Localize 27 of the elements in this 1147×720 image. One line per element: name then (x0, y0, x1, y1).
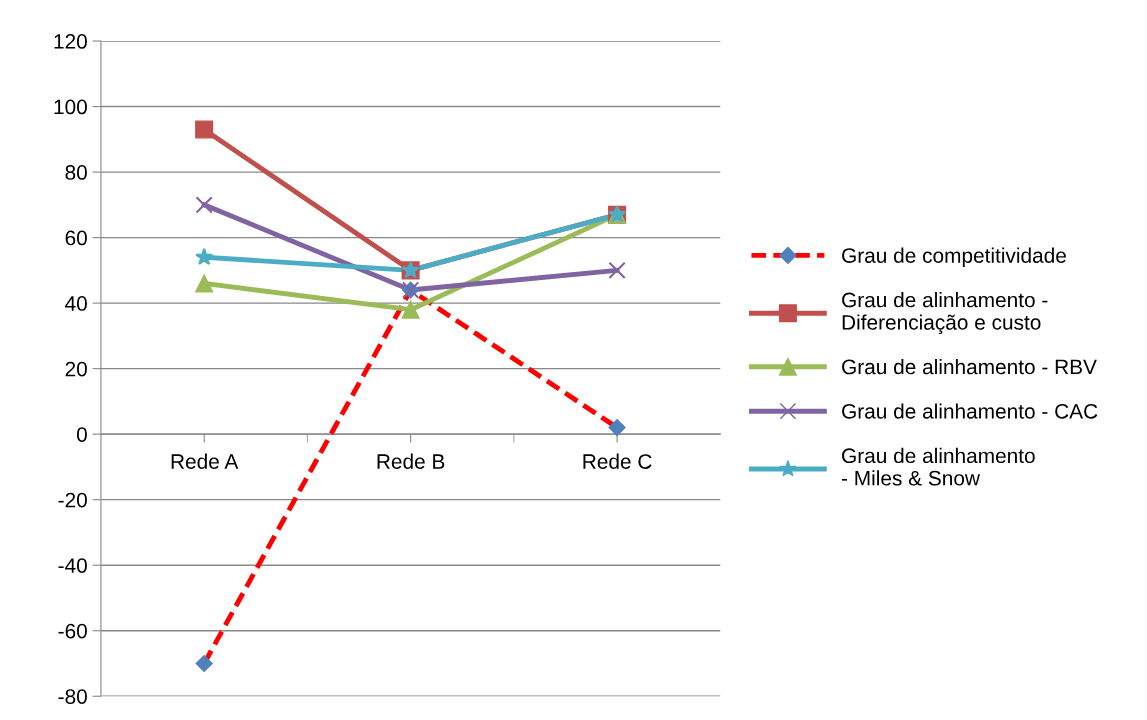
y-tick-label: -60 (58, 623, 87, 639)
point (401, 300, 420, 319)
point (195, 196, 213, 214)
y-tick-label: 0 (76, 427, 87, 442)
x-tick-label: Rede C (583, 453, 652, 469)
legend-label: Grau de competitividade (842, 247, 1066, 268)
y-tick-label: 40 (65, 296, 87, 311)
point (608, 261, 626, 280)
legend-label: Grau de alinhamento - Diferenciação e custo (842, 292, 1048, 334)
point (195, 654, 213, 673)
point (195, 247, 214, 266)
point (608, 419, 626, 437)
legend-label: Grau de alinhamento - CAC (842, 403, 1098, 419)
y-tick-label: 20 (65, 361, 87, 377)
x-tick-label: Rede A (171, 453, 239, 469)
point (195, 274, 214, 293)
y-tick-label: 120 (54, 34, 87, 49)
point (195, 120, 214, 139)
legend-label: Grau de alinhamento - RBV (842, 358, 1097, 375)
y-tick-label: -20 (58, 492, 87, 508)
x-tick-label: Rede B (377, 453, 445, 469)
y-tick-label: 100 (54, 99, 87, 115)
y-tick-label: -40 (58, 558, 87, 573)
y-tick-label: -80 (58, 689, 87, 704)
y-tick-label: 60 (65, 230, 87, 246)
y-tick-label: 80 (65, 165, 87, 180)
legend-label: Grau de alinhamento - Miles & Snow (841, 447, 1035, 486)
